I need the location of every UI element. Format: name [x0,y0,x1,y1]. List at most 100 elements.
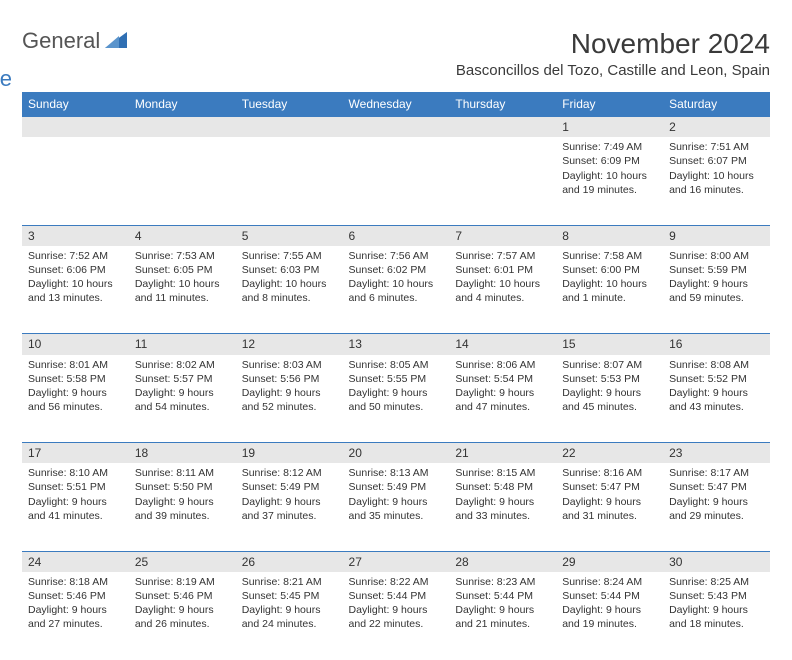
day-number-cell: 20 [343,443,450,464]
day-daylight1: Daylight: 9 hours [28,386,123,400]
location-text: Basconcillos del Tozo, Castille and Leon… [456,62,770,79]
day-sunrise: Sunrise: 8:01 AM [28,358,123,372]
day-detail-cell: Sunrise: 7:56 AMSunset: 6:02 PMDaylight:… [343,246,450,334]
day-sunrise: Sunrise: 7:52 AM [28,249,123,263]
day-detail-cell: Sunrise: 8:12 AMSunset: 5:49 PMDaylight:… [236,463,343,551]
day-number-cell: 4 [129,225,236,246]
day-detail-cell: Sunrise: 8:18 AMSunset: 5:46 PMDaylight:… [22,572,129,660]
day-daylight1: Daylight: 9 hours [562,386,657,400]
day-daylight1: Daylight: 9 hours [455,603,550,617]
day-detail-cell: Sunrise: 7:57 AMSunset: 6:01 PMDaylight:… [449,246,556,334]
day-sunset: Sunset: 5:52 PM [669,372,764,386]
day-number-cell: 8 [556,225,663,246]
day-sunrise: Sunrise: 8:02 AM [135,358,230,372]
day-detail-cell: Sunrise: 8:03 AMSunset: 5:56 PMDaylight:… [236,355,343,443]
day-detail-cell: Sunrise: 8:02 AMSunset: 5:57 PMDaylight:… [129,355,236,443]
day-number-row: 17181920212223 [22,443,770,464]
day-daylight2: and 1 minute. [562,291,657,305]
day-detail-cell: Sunrise: 8:24 AMSunset: 5:44 PMDaylight:… [556,572,663,660]
day-daylight1: Daylight: 9 hours [135,386,230,400]
day-daylight2: and 22 minutes. [349,617,444,631]
day-sunset: Sunset: 5:57 PM [135,372,230,386]
day-sunrise: Sunrise: 7:49 AM [562,140,657,154]
day-sunrise: Sunrise: 7:55 AM [242,249,337,263]
logo-text-blue: Blue [0,66,12,91]
day-detail-cell: Sunrise: 8:17 AMSunset: 5:47 PMDaylight:… [663,463,770,551]
day-daylight1: Daylight: 10 hours [242,277,337,291]
month-title: November 2024 [456,28,770,60]
day-number-cell: 24 [22,551,129,572]
day-daylight2: and 35 minutes. [349,509,444,523]
day-number-cell: 1 [556,117,663,138]
day-daylight1: Daylight: 10 hours [562,277,657,291]
day-daylight2: and 19 minutes. [562,183,657,197]
day-daylight1: Daylight: 9 hours [669,386,764,400]
day-sunrise: Sunrise: 8:03 AM [242,358,337,372]
day-detail-cell: Sunrise: 8:10 AMSunset: 5:51 PMDaylight:… [22,463,129,551]
day-sunrise: Sunrise: 8:08 AM [669,358,764,372]
day-daylight1: Daylight: 9 hours [455,386,550,400]
day-sunrise: Sunrise: 8:11 AM [135,466,230,480]
day-number-cell: 30 [663,551,770,572]
day-sunrise: Sunrise: 7:58 AM [562,249,657,263]
day-number-cell: 5 [236,225,343,246]
day-number-cell: 19 [236,443,343,464]
day-sunrise: Sunrise: 8:22 AM [349,575,444,589]
day-number-cell: 23 [663,443,770,464]
day-sunrise: Sunrise: 8:15 AM [455,466,550,480]
day-daylight2: and 21 minutes. [455,617,550,631]
day-number-cell: 16 [663,334,770,355]
day-detail-cell [129,137,236,225]
day-detail-cell [449,137,556,225]
day-daylight2: and 41 minutes. [28,509,123,523]
day-daylight2: and 13 minutes. [28,291,123,305]
day-detail-cell: Sunrise: 8:16 AMSunset: 5:47 PMDaylight:… [556,463,663,551]
day-sunset: Sunset: 5:59 PM [669,263,764,277]
day-sunset: Sunset: 6:03 PM [242,263,337,277]
day-sunset: Sunset: 5:47 PM [669,480,764,494]
day-daylight2: and 56 minutes. [28,400,123,414]
day-sunrise: Sunrise: 8:00 AM [669,249,764,263]
day-daylight1: Daylight: 10 hours [669,169,764,183]
day-detail-cell: Sunrise: 8:19 AMSunset: 5:46 PMDaylight:… [129,572,236,660]
day-detail-cell: Sunrise: 8:00 AMSunset: 5:59 PMDaylight:… [663,246,770,334]
day-daylight2: and 29 minutes. [669,509,764,523]
day-daylight1: Daylight: 10 hours [135,277,230,291]
day-sunrise: Sunrise: 8:25 AM [669,575,764,589]
day-sunset: Sunset: 5:44 PM [562,589,657,603]
day-daylight1: Daylight: 9 hours [562,495,657,509]
day-daylight1: Daylight: 9 hours [135,495,230,509]
day-daylight1: Daylight: 10 hours [349,277,444,291]
day-number-cell: 21 [449,443,556,464]
day-number-cell: 3 [22,225,129,246]
day-daylight2: and 27 minutes. [28,617,123,631]
title-block: November 2024 Basconcillos del Tozo, Cas… [456,28,770,79]
day-number-cell: 12 [236,334,343,355]
day-sunset: Sunset: 5:44 PM [455,589,550,603]
day-daylight1: Daylight: 10 hours [28,277,123,291]
day-detail-cell: Sunrise: 7:49 AMSunset: 6:09 PMDaylight:… [556,137,663,225]
day-sunset: Sunset: 6:05 PM [135,263,230,277]
day-daylight2: and 19 minutes. [562,617,657,631]
day-detail-cell [22,137,129,225]
day-detail-cell [236,137,343,225]
day-sunset: Sunset: 6:06 PM [28,263,123,277]
day-number-cell: 10 [22,334,129,355]
day-daylight2: and 18 minutes. [669,617,764,631]
day-detail-cell: Sunrise: 8:13 AMSunset: 5:49 PMDaylight:… [343,463,450,551]
day-detail-cell: Sunrise: 7:51 AMSunset: 6:07 PMDaylight:… [663,137,770,225]
day-daylight1: Daylight: 9 hours [669,603,764,617]
day-sunrise: Sunrise: 8:13 AM [349,466,444,480]
day-sunrise: Sunrise: 8:12 AM [242,466,337,480]
day-sunrise: Sunrise: 8:07 AM [562,358,657,372]
day-number-cell: 11 [129,334,236,355]
day-daylight2: and 33 minutes. [455,509,550,523]
day-daylight2: and 45 minutes. [562,400,657,414]
logo-triangle-icon [105,32,127,53]
day-daylight1: Daylight: 9 hours [349,603,444,617]
day-detail-cell: Sunrise: 8:21 AMSunset: 5:45 PMDaylight:… [236,572,343,660]
day-daylight2: and 11 minutes. [135,291,230,305]
day-number-cell: 29 [556,551,663,572]
day-header: Tuesday [236,92,343,117]
day-detail-row: Sunrise: 8:10 AMSunset: 5:51 PMDaylight:… [22,463,770,551]
